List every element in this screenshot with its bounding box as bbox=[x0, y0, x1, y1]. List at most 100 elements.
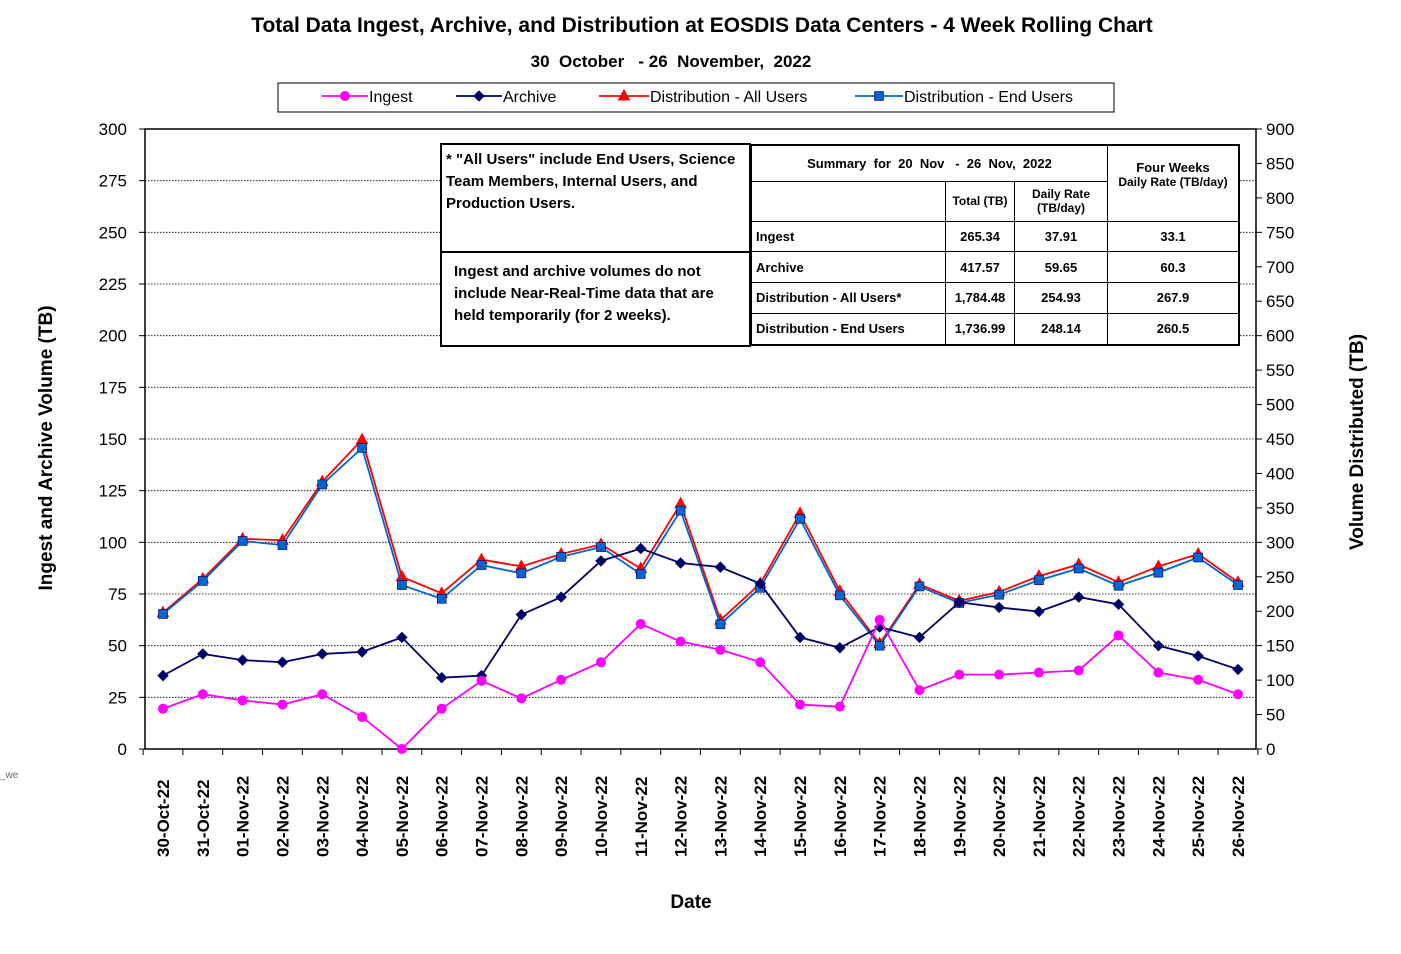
summary-row-ingest: Ingest 265.34 37.91 33.1 bbox=[750, 220, 1240, 253]
total-header: Total (TB) bbox=[945, 180, 1015, 222]
data-point bbox=[1113, 630, 1124, 641]
x-tick-label: 07-Nov-22 bbox=[473, 776, 492, 857]
y-left-tick-label: 225 bbox=[99, 275, 127, 294]
x-tick-label: 23-Nov-22 bbox=[1110, 776, 1129, 857]
data-point bbox=[397, 580, 407, 590]
x-tick-label: 14-Nov-22 bbox=[751, 776, 770, 857]
y-right-tick-label: 700 bbox=[1266, 258, 1294, 277]
data-point bbox=[357, 443, 367, 453]
data-point bbox=[158, 703, 168, 714]
y-right-tick-label: 750 bbox=[1266, 223, 1294, 242]
x-tick-label: 09-Nov-22 bbox=[552, 776, 571, 857]
data-point bbox=[795, 699, 806, 710]
data-point bbox=[1073, 563, 1084, 574]
legend: Ingest Archive Distribution - All Users Dis… bbox=[277, 82, 1115, 113]
nrt-note-text: Ingest and archive volumes do not includ… bbox=[454, 263, 714, 324]
blank-header-cell bbox=[750, 180, 946, 222]
data-point bbox=[953, 596, 966, 608]
y-left-tick-label: 125 bbox=[99, 482, 127, 501]
data-point bbox=[556, 551, 566, 562]
row-total: 417.57 bbox=[945, 251, 1015, 283]
data-point bbox=[994, 669, 1005, 680]
data-point bbox=[1033, 667, 1044, 678]
series-line bbox=[162, 617, 1239, 751]
row-four-week: 267.9 bbox=[1107, 282, 1240, 314]
y-right-tick-label: 50 bbox=[1266, 706, 1285, 725]
four-weeks-header: Four Weeks Daily Rate (TB/day) bbox=[1107, 144, 1240, 222]
x-tick-label: 08-Nov-22 bbox=[512, 776, 531, 857]
row-label: Distribution - End Users bbox=[750, 312, 946, 346]
row-total: 1,736.99 bbox=[945, 312, 1015, 346]
legend-marker bbox=[473, 90, 485, 102]
x-tick-label: 20-Nov-22 bbox=[990, 776, 1009, 857]
data-point bbox=[236, 654, 249, 666]
row-label: Ingest bbox=[750, 220, 946, 253]
data-point bbox=[435, 671, 448, 684]
data-point bbox=[874, 640, 885, 651]
data-point bbox=[834, 701, 845, 712]
data-point bbox=[1193, 674, 1204, 685]
data-point bbox=[834, 642, 846, 654]
row-four-week: 260.5 bbox=[1107, 312, 1240, 346]
row-label: Archive bbox=[750, 251, 946, 283]
data-point bbox=[675, 636, 686, 647]
x-tick-label: 03-Nov-22 bbox=[313, 776, 332, 857]
data-point bbox=[277, 540, 288, 550]
x-tick-label: 21-Nov-22 bbox=[1030, 776, 1049, 857]
data-point bbox=[436, 703, 447, 714]
x-tick-label: 17-Nov-22 bbox=[871, 776, 890, 857]
data-point bbox=[993, 601, 1005, 614]
series-ingest bbox=[158, 614, 1243, 754]
data-point bbox=[1073, 665, 1084, 676]
all-users-note-text: * "All Users" include End Users, Science… bbox=[446, 151, 736, 212]
y-right-tick-label: 150 bbox=[1266, 637, 1294, 656]
data-point bbox=[635, 618, 646, 629]
data-point bbox=[755, 657, 766, 668]
y-right-tick-label: 450 bbox=[1266, 430, 1294, 449]
data-point bbox=[1073, 591, 1085, 603]
x-tick-label: 10-Nov-22 bbox=[592, 776, 611, 857]
row-four-week: 33.1 bbox=[1107, 220, 1240, 253]
x-tick-label: 15-Nov-22 bbox=[791, 776, 810, 857]
data-point bbox=[635, 569, 646, 579]
x-tick-label: 13-Nov-22 bbox=[711, 776, 730, 857]
x-tick-label: 05-Nov-22 bbox=[393, 776, 412, 857]
y-left-tick-label: 200 bbox=[99, 327, 127, 346]
data-point bbox=[795, 514, 805, 524]
data-point bbox=[714, 561, 727, 573]
data-point bbox=[1112, 598, 1125, 611]
data-point bbox=[635, 542, 647, 555]
legend-marker bbox=[874, 91, 884, 101]
data-point bbox=[1233, 689, 1243, 700]
data-point bbox=[317, 689, 328, 700]
legend-label: Distribution - All Users bbox=[650, 89, 807, 106]
chart-subtitle: 30 October - 26 November, 2022 bbox=[531, 52, 812, 71]
row-daily: 254.93 bbox=[1014, 282, 1108, 314]
x-tick-label: 24-Nov-22 bbox=[1149, 776, 1168, 857]
data-point bbox=[197, 648, 209, 660]
data-point bbox=[913, 631, 926, 644]
data-point bbox=[835, 590, 845, 601]
chart-title: Total Data Ingest, Archive, and Distribu… bbox=[251, 14, 1153, 37]
y-left-tick-label: 175 bbox=[99, 378, 127, 397]
y-right-tick-label: 300 bbox=[1266, 533, 1294, 552]
four-weeks-daily-label: Daily Rate (TB/day) bbox=[1118, 175, 1228, 189]
y-left-tick-label: 100 bbox=[99, 533, 127, 552]
y-left-tick-label: 50 bbox=[108, 637, 127, 656]
y-right-tick-label: 600 bbox=[1266, 327, 1294, 346]
data-point bbox=[436, 594, 447, 604]
data-point bbox=[396, 744, 407, 754]
data-point bbox=[198, 576, 208, 586]
data-point bbox=[237, 695, 248, 706]
data-point bbox=[595, 657, 606, 668]
data-point bbox=[874, 614, 885, 625]
data-point bbox=[317, 479, 328, 490]
x-tick-label: 12-Nov-22 bbox=[672, 776, 691, 857]
data-point bbox=[754, 577, 766, 590]
data-point bbox=[556, 674, 567, 685]
data-point bbox=[157, 669, 169, 682]
x-tick-label: 04-Nov-22 bbox=[353, 776, 372, 857]
legend-label: Archive bbox=[503, 89, 556, 106]
data-point bbox=[476, 560, 487, 570]
data-point bbox=[516, 693, 527, 704]
